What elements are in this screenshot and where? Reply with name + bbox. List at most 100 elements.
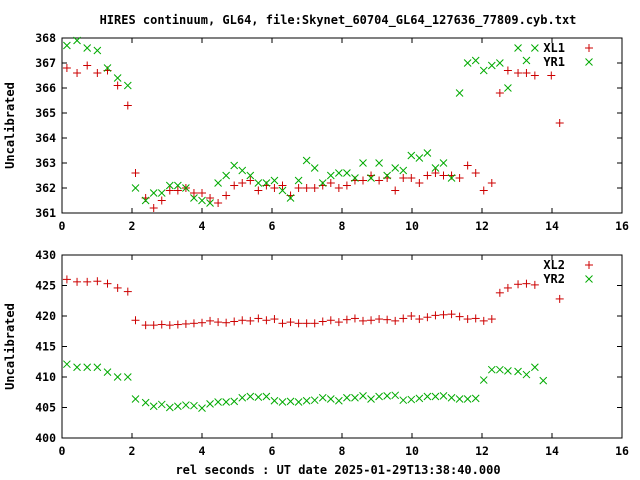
plot-frame	[61, 37, 623, 214]
data-point	[514, 69, 523, 77]
x-tick-label: 6	[269, 444, 276, 458]
data-point	[318, 179, 327, 187]
data-point	[504, 367, 512, 375]
data-point	[123, 373, 132, 381]
marker-d2	[383, 171, 392, 180]
marker-d2	[310, 396, 319, 405]
data-point	[278, 319, 287, 328]
y-tick-label: 366	[35, 81, 56, 95]
data-point	[487, 315, 496, 324]
data-point	[455, 174, 464, 182]
data-point	[198, 189, 206, 197]
marker-d2	[149, 189, 158, 197]
data-point	[399, 174, 408, 182]
marker-d2	[415, 394, 424, 403]
marker-d2	[198, 196, 206, 205]
data-point	[238, 166, 247, 175]
y-tick-label: 361	[35, 206, 56, 220]
data-point	[342, 181, 351, 190]
data-point	[423, 392, 432, 401]
data-point	[238, 393, 247, 402]
data-point	[286, 397, 295, 406]
x-tick-label: 6	[269, 219, 276, 233]
data-point	[423, 313, 432, 322]
marker-d2	[504, 367, 512, 375]
data-point	[149, 321, 158, 330]
data-point	[302, 156, 311, 165]
legend-marker	[585, 275, 593, 283]
data-point	[447, 393, 456, 402]
data-point	[431, 164, 440, 172]
data-point	[359, 392, 367, 400]
data-point	[334, 184, 343, 192]
data-point	[479, 316, 488, 325]
data-point	[423, 171, 432, 180]
data-point	[479, 186, 488, 195]
data-point	[522, 279, 531, 288]
data-point	[375, 159, 383, 167]
data-point	[471, 394, 480, 403]
data-point	[367, 395, 375, 403]
marker-d2	[334, 169, 343, 177]
legend-label: XL2	[543, 258, 565, 272]
marker-d2	[367, 174, 375, 182]
data-point	[103, 279, 112, 288]
marker-d2	[514, 367, 522, 376]
data-point	[479, 66, 488, 75]
x-tick-label: 12	[475, 219, 489, 233]
marker-d2	[367, 395, 375, 403]
data-point	[73, 363, 81, 372]
series-xl2	[62, 275, 564, 330]
marker-d2	[585, 58, 593, 66]
data-point	[375, 315, 384, 324]
data-point	[165, 181, 174, 190]
marker-d2	[214, 179, 222, 187]
data-point	[423, 149, 432, 157]
data-point	[83, 363, 92, 372]
data-point	[399, 314, 408, 323]
marker-d2	[278, 186, 287, 195]
marker-d2	[530, 44, 539, 52]
marker-d2	[471, 394, 480, 403]
marker-d2	[63, 360, 71, 369]
data-point	[522, 370, 531, 379]
data-point	[222, 191, 231, 200]
data-point	[165, 403, 174, 412]
marker-d2	[455, 395, 464, 403]
marker-d2	[286, 397, 295, 406]
y-tick-label: 368	[35, 31, 56, 45]
data-point	[270, 396, 279, 405]
data-point	[302, 396, 311, 405]
data-point	[514, 44, 522, 52]
marker-d2	[206, 399, 214, 408]
data-point	[495, 288, 504, 297]
marker-d2	[504, 84, 512, 92]
data-point	[103, 64, 112, 72]
data-point	[173, 402, 182, 411]
data-point	[286, 194, 295, 202]
data-point	[487, 179, 496, 187]
x-tick-label: 2	[129, 444, 136, 458]
marker-d2	[246, 171, 255, 180]
marker-d2	[238, 166, 247, 175]
marker-d2	[165, 181, 174, 190]
chart-title: HIRES continuum, GL64, file:Skynet_60704…	[100, 13, 577, 28]
data-point	[503, 283, 512, 292]
data-point	[198, 196, 206, 205]
data-point	[431, 169, 440, 177]
marker-d2	[230, 161, 239, 170]
data-point	[73, 36, 81, 45]
data-point	[262, 392, 271, 401]
data-point	[391, 164, 400, 172]
data-point	[83, 277, 92, 286]
marker-d2	[399, 396, 408, 405]
y-axis-label: Uncalibrated	[3, 303, 17, 390]
data-point	[455, 312, 464, 321]
data-point	[326, 179, 335, 187]
data-point	[463, 315, 472, 324]
data-point	[123, 287, 132, 296]
data-point	[415, 394, 424, 403]
data-point	[463, 59, 472, 67]
data-point	[334, 396, 343, 405]
